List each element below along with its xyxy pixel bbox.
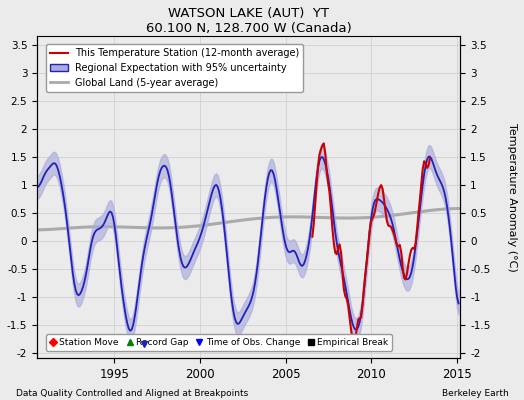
Y-axis label: Temperature Anomaly (°C): Temperature Anomaly (°C) bbox=[507, 123, 517, 272]
Text: Berkeley Earth: Berkeley Earth bbox=[442, 389, 508, 398]
Text: Data Quality Controlled and Aligned at Breakpoints: Data Quality Controlled and Aligned at B… bbox=[16, 389, 248, 398]
Title: WATSON LAKE (AUT)  YT
60.100 N, 128.700 W (Canada): WATSON LAKE (AUT) YT 60.100 N, 128.700 W… bbox=[146, 7, 352, 35]
Legend: Station Move, Record Gap, Time of Obs. Change, Empirical Break: Station Move, Record Gap, Time of Obs. C… bbox=[46, 334, 392, 350]
